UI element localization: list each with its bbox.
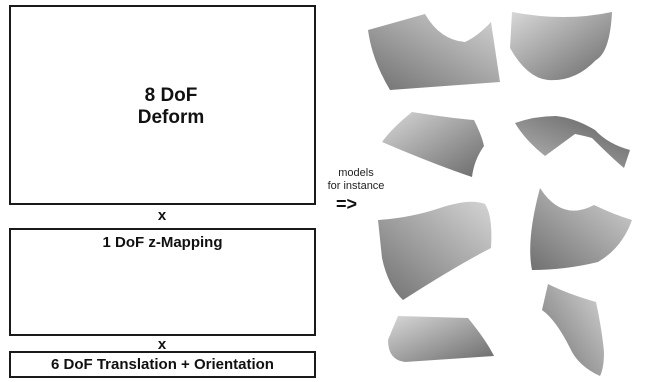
zmapping-title: 1 DoF z-Mapping (102, 234, 223, 251)
deform-box: 8 DoF Deform (9, 5, 316, 205)
models-note-line1: models (338, 167, 374, 179)
deform-title-line1: 8 DoF (144, 85, 198, 106)
deform-title-line2: Deform (137, 107, 205, 128)
model-surface-1 (368, 14, 500, 90)
models-note-line2: for instance (327, 180, 385, 192)
zmapping-box: 1 DoF z-Mapping (9, 228, 316, 336)
translation-title: 6 DoF Translation + Orientation (51, 356, 274, 373)
model-surface-8 (542, 284, 604, 376)
deform-title: 8 DoF Deform (111, 85, 231, 129)
model-surface-6 (530, 188, 632, 270)
times-operator-1: x (157, 207, 167, 224)
implies-arrow-icon: => (336, 194, 358, 214)
translation-box: 6 DoF Translation + Orientation (9, 351, 316, 378)
model-surface-4 (515, 116, 630, 168)
times-operator-2: x (157, 336, 167, 353)
model-surface-7 (388, 316, 494, 362)
models-note: models for instance (316, 167, 396, 193)
model-surface-5 (378, 201, 492, 300)
model-surface-2 (510, 12, 612, 81)
model-surface-3 (382, 112, 484, 177)
